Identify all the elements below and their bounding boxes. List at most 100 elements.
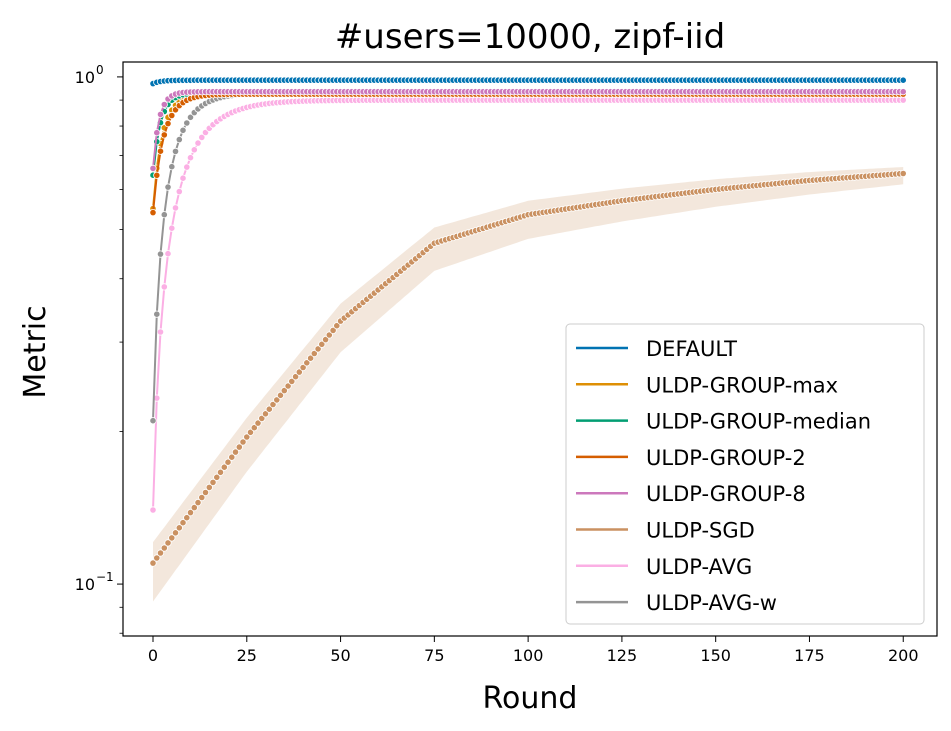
legend-label: ULDP-GROUP-max <box>646 373 838 397</box>
data-point <box>186 508 195 517</box>
data-point <box>325 331 333 339</box>
data-point <box>186 154 195 162</box>
data-point <box>168 111 176 120</box>
data-point <box>209 478 217 486</box>
x-tick-label: 75 <box>424 646 444 665</box>
data-point <box>235 443 243 451</box>
x-axis-label: Round <box>483 681 578 716</box>
data-point <box>276 391 285 399</box>
data-point <box>149 164 157 172</box>
legend-label: ULDP-SGD <box>646 519 755 543</box>
data-point <box>194 139 202 147</box>
data-point <box>168 224 176 232</box>
data-point <box>288 377 296 385</box>
data-point <box>314 345 322 353</box>
data-point <box>171 204 180 212</box>
data-point <box>224 458 232 466</box>
data-point <box>291 373 300 381</box>
x-tick-label: 0 <box>148 646 158 665</box>
data-point <box>160 283 168 291</box>
data-point <box>299 363 307 372</box>
data-point <box>213 473 221 481</box>
data-point <box>149 506 157 514</box>
data-point <box>175 136 183 144</box>
data-point <box>186 113 195 121</box>
legend: DEFAULT ULDP-GROUP-max ULDP-GROUP-median UL… <box>565 323 925 625</box>
data-point <box>183 119 191 127</box>
y-axis-label: Metric <box>18 305 53 398</box>
data-point <box>220 463 228 471</box>
data-point <box>190 146 198 154</box>
data-point <box>149 417 157 425</box>
data-point <box>198 493 206 502</box>
data-point <box>160 100 168 109</box>
data-point <box>149 209 157 217</box>
x-tick-label: 25 <box>237 646 257 665</box>
data-point <box>190 503 198 512</box>
data-point <box>149 559 157 567</box>
data-point <box>156 250 165 258</box>
data-point <box>198 133 206 141</box>
data-point <box>164 183 172 191</box>
x-tick-label: 175 <box>794 646 825 665</box>
data-point <box>201 488 210 497</box>
data-point <box>179 174 187 182</box>
confidence-band-uldp-sgd <box>153 167 904 602</box>
data-point <box>280 386 288 395</box>
x-tick-label: 125 <box>607 646 638 665</box>
legend-label: ULDP-AVG <box>646 555 752 579</box>
data-point <box>179 519 187 527</box>
data-point <box>261 410 270 418</box>
data-point <box>231 448 240 456</box>
data-point <box>168 163 176 171</box>
data-point <box>156 110 165 119</box>
data-point <box>321 335 330 344</box>
data-point <box>899 76 907 84</box>
data-point <box>333 322 341 330</box>
data-point <box>164 539 172 547</box>
data-point <box>258 414 266 422</box>
data-point <box>175 188 183 196</box>
data-point <box>243 433 251 441</box>
series-uldp-group-8 <box>149 88 907 172</box>
x-tick-label: 150 <box>700 646 731 665</box>
data-point <box>239 438 247 446</box>
data-point <box>265 405 273 413</box>
data-point <box>160 544 168 552</box>
data-point <box>160 131 168 139</box>
data-point <box>179 126 187 134</box>
data-point <box>164 120 172 128</box>
data-point <box>899 169 907 178</box>
data-point <box>171 147 180 155</box>
data-point <box>273 396 281 404</box>
data-point <box>153 171 161 179</box>
data-point <box>156 328 165 336</box>
series-default <box>149 76 907 88</box>
legend-label: ULDP-AVG-w <box>646 591 777 615</box>
data-point <box>164 250 172 258</box>
data-point <box>303 359 311 367</box>
x-tick-label: 100 <box>513 646 544 665</box>
y-tick-label: 10 <box>75 68 95 87</box>
data-point <box>156 549 165 557</box>
data-point <box>269 400 277 409</box>
data-point <box>306 354 315 362</box>
y-tick-label: 10 <box>75 575 95 594</box>
data-point <box>246 428 255 436</box>
data-point <box>899 88 907 96</box>
data-point <box>153 310 161 318</box>
data-point <box>153 129 161 137</box>
data-point <box>153 554 161 562</box>
y-tick-exponent: 0 <box>96 63 104 77</box>
data-point <box>310 349 318 358</box>
data-point <box>168 534 176 542</box>
data-point <box>160 211 168 219</box>
data-point <box>899 96 907 104</box>
data-point <box>254 419 262 427</box>
x-axis-ticks: 0 25 50 75 100 125 150 175 200 <box>148 636 919 665</box>
data-point <box>329 326 337 334</box>
legend-label: DEFAULT <box>646 337 737 361</box>
legend-box <box>565 323 925 625</box>
plot-area <box>149 76 907 602</box>
